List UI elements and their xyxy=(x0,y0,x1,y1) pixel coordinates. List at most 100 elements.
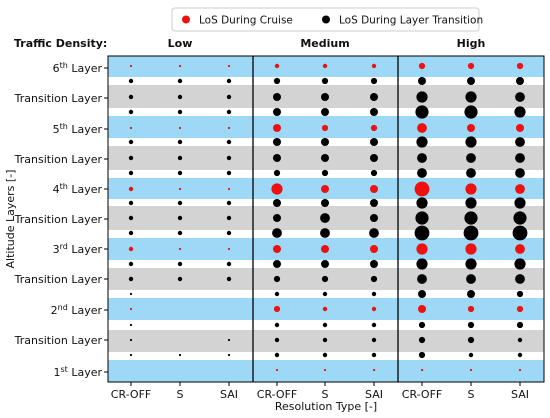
transition-los-point xyxy=(274,337,280,343)
transition-los-point xyxy=(466,274,476,284)
x-tick-label: S xyxy=(322,388,329,401)
transition-los-point xyxy=(416,91,428,103)
transition-los-point xyxy=(514,106,526,118)
cruise-los-point xyxy=(417,123,427,133)
transition-los-point xyxy=(177,261,183,267)
y-tick-label: Transition Layer xyxy=(14,273,103,286)
cruise-los-point xyxy=(321,245,329,253)
transition-los-point xyxy=(273,169,281,177)
transition-los-point xyxy=(322,337,328,343)
cruise-los-point xyxy=(515,184,525,194)
y-tick-label: 6th Layer xyxy=(53,61,103,75)
legend-marker xyxy=(182,15,190,24)
cruise-los-point xyxy=(274,63,280,69)
transition-los-point xyxy=(129,338,133,342)
cruise-los-point xyxy=(414,181,430,197)
transition-los-point xyxy=(273,260,281,268)
transition-los-point xyxy=(321,275,329,283)
transition-los-point xyxy=(177,94,183,100)
transition-los-point xyxy=(465,91,477,103)
transition-los-point xyxy=(467,290,475,298)
cruise-los-point xyxy=(128,186,134,192)
cruise-los-point xyxy=(322,306,328,312)
transition-los-point xyxy=(416,136,428,148)
transition-los-point xyxy=(515,137,525,147)
x-tick-label: SAI xyxy=(220,388,238,401)
legend: LoS During Cruise LoS During Layer Transi… xyxy=(171,7,483,32)
transition-los-point xyxy=(273,275,281,283)
transition-los-point xyxy=(418,290,426,298)
cruise-los-point xyxy=(418,62,426,70)
transition-los-point xyxy=(321,199,329,207)
transition-los-point xyxy=(516,77,524,85)
transition-los-point xyxy=(517,352,523,358)
y-tick-label: Transition Layer xyxy=(14,153,103,166)
transition-los-point xyxy=(321,154,329,162)
transition-los-point xyxy=(468,352,474,358)
data-points xyxy=(128,62,528,372)
transition-los-point xyxy=(418,321,426,329)
transition-los-point xyxy=(466,168,476,178)
transition-los-point xyxy=(177,109,183,115)
x-tick-label: S xyxy=(177,388,184,401)
x-tick-label: CR-OFF xyxy=(111,388,151,401)
cruise-los-point xyxy=(371,306,377,312)
cruise-los-point xyxy=(516,305,524,313)
transition-los-point xyxy=(371,352,377,358)
cruise-los-point xyxy=(372,368,376,372)
transition-los-point xyxy=(226,261,232,267)
transition-los-point xyxy=(177,276,183,282)
y-tick-label: 3rd Layer xyxy=(53,242,103,256)
transition-los-point xyxy=(226,139,232,145)
transition-los-point xyxy=(466,153,476,163)
transition-los-point xyxy=(321,138,329,146)
transition-los-point xyxy=(274,322,280,328)
transition-los-point xyxy=(418,77,426,85)
cruise-los-point xyxy=(273,124,281,132)
y-tick-label: Transition Layer xyxy=(14,92,103,105)
transition-los-point xyxy=(371,291,377,297)
transition-los-point xyxy=(415,211,429,225)
cruise-los-point xyxy=(516,62,524,70)
group-header-low: Low xyxy=(168,37,193,50)
transition-los-point xyxy=(177,155,183,161)
y-tick-label: 1st Layer xyxy=(54,365,103,379)
transition-los-point xyxy=(370,108,378,116)
transition-los-point xyxy=(516,321,524,329)
transition-los-point xyxy=(129,292,133,296)
transition-los-point xyxy=(418,336,426,344)
transition-los-point xyxy=(322,352,328,358)
cruise-los-point xyxy=(178,247,182,251)
transition-los-point xyxy=(517,337,523,343)
transition-los-point xyxy=(512,225,528,241)
cruise-los-point xyxy=(469,368,473,372)
transition-los-point xyxy=(128,94,134,100)
transition-los-point xyxy=(226,276,232,282)
cruise-layer-band xyxy=(108,360,544,382)
cruise-los-point xyxy=(420,368,424,372)
transition-los-point xyxy=(321,169,329,177)
cruise-los-point xyxy=(370,185,378,193)
cruise-los-point xyxy=(227,247,231,251)
cruise-los-point xyxy=(273,305,281,313)
transition-los-point xyxy=(128,261,134,267)
cruise-los-point xyxy=(227,64,231,68)
cruise-los-point xyxy=(227,126,231,130)
transition-los-point xyxy=(274,291,280,297)
transition-los-point xyxy=(129,353,133,357)
transition-los-point xyxy=(417,153,427,163)
transition-los-point xyxy=(418,351,426,359)
transition-los-point xyxy=(415,105,429,119)
transition-los-point xyxy=(129,323,133,327)
transition-los-point xyxy=(464,211,478,225)
transition-los-point xyxy=(272,228,282,238)
transition-los-point xyxy=(273,154,281,162)
transition-los-point xyxy=(128,215,134,221)
transition-los-point xyxy=(464,105,478,119)
x-tick-label: CR-OFF xyxy=(402,388,442,401)
transition-los-point xyxy=(178,353,182,357)
transition-los-point xyxy=(370,199,378,207)
transition-los-point xyxy=(227,338,231,342)
cruise-los-point xyxy=(323,368,327,372)
cruise-los-point xyxy=(321,185,329,193)
